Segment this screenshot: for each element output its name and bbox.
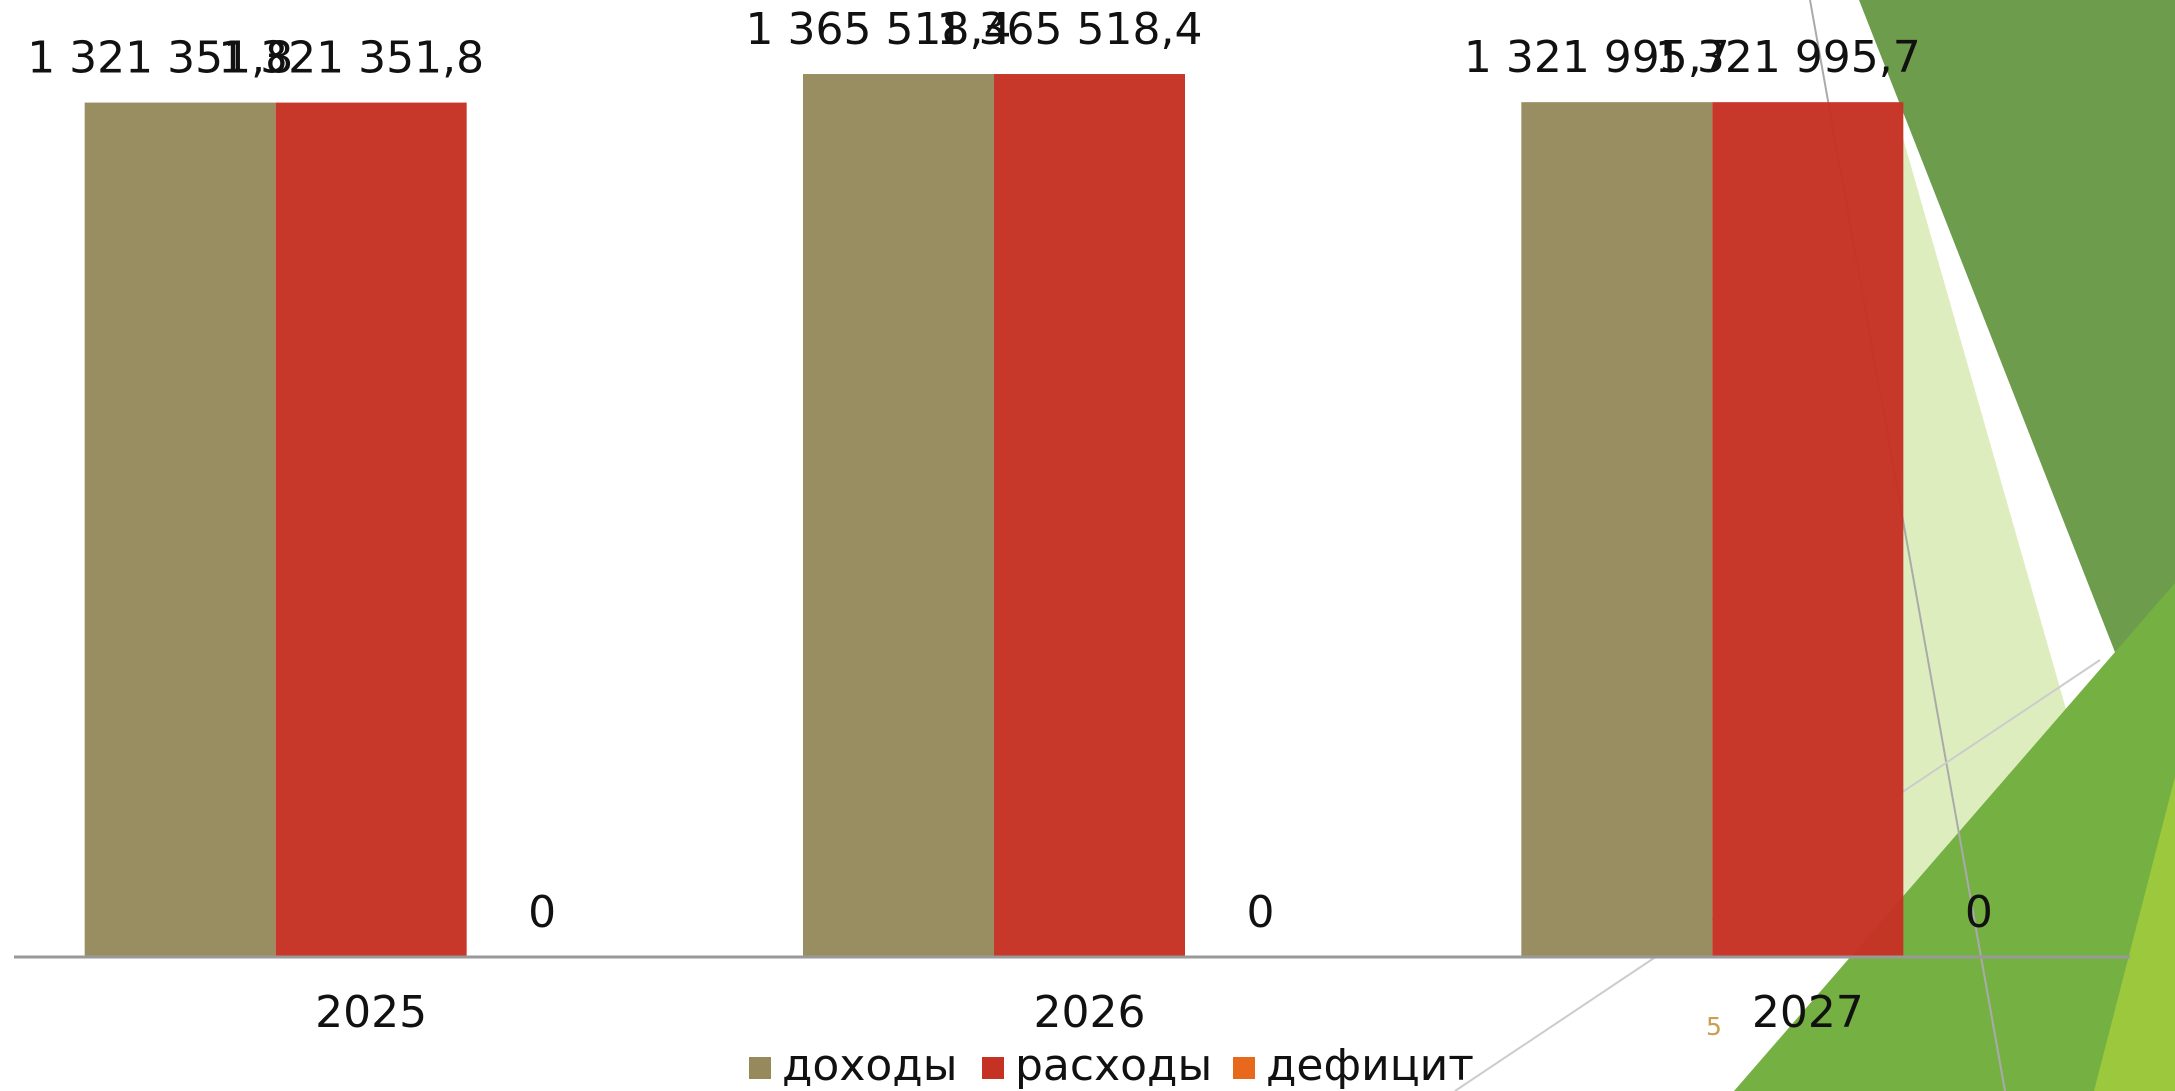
bar — [994, 74, 1185, 958]
value-label: 1 365 518,4 — [746, 4, 1012, 55]
legend-label: дефицит — [1266, 1040, 1474, 1091]
value-label: 1 321 351,8 — [27, 33, 293, 84]
legend-swatch — [1233, 1057, 1255, 1079]
value-label: 1 365 518,4 — [937, 4, 1203, 55]
value-label: 0 — [1965, 887, 1993, 938]
legend-swatch — [749, 1057, 771, 1079]
decor-triangle — [1734, 583, 2175, 1091]
bar — [803, 74, 994, 958]
decoration — [1454, 0, 2175, 1091]
bar — [275, 102, 467, 958]
legend-label: расходы — [1015, 1040, 1212, 1091]
decor-triangle — [1859, 0, 2175, 805]
value-label: 0 — [1247, 887, 1275, 938]
value-label: 1 321 995,7 — [1655, 32, 1921, 83]
x-tick-label: 2025 — [315, 987, 427, 1038]
slide-number: 5 — [1706, 1012, 1722, 1041]
x-tick-label: 2026 — [1034, 987, 1146, 1038]
bar — [84, 102, 276, 958]
legend-swatch — [982, 1057, 1004, 1079]
value-label: 0 — [528, 887, 556, 938]
value-label: 1 321 351,8 — [218, 33, 484, 84]
bar — [1712, 102, 1904, 957]
chart: 2025 1 321 351,81 321 351,8 0 2026 1 365 518… — [14, 4, 2130, 1091]
legend-label: доходы — [782, 1040, 957, 1091]
decor-triangle — [2094, 777, 2175, 1091]
x-tick-label: 2027 — [1752, 987, 1864, 1038]
bar — [1521, 102, 1713, 957]
value-label: 1 321 995,7 — [1464, 32, 1730, 83]
